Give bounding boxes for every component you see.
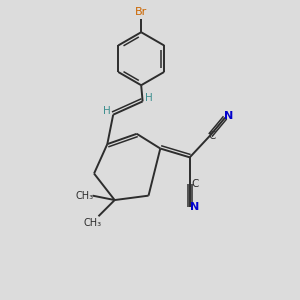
Text: C: C xyxy=(191,179,199,190)
Text: CH₃: CH₃ xyxy=(83,218,102,228)
Text: CH₃: CH₃ xyxy=(76,190,94,201)
Text: C: C xyxy=(208,131,215,141)
Text: N: N xyxy=(190,202,200,212)
Text: Br: Br xyxy=(135,7,147,17)
Text: H: H xyxy=(103,106,111,116)
Text: H: H xyxy=(145,93,153,103)
Text: N: N xyxy=(224,110,233,121)
